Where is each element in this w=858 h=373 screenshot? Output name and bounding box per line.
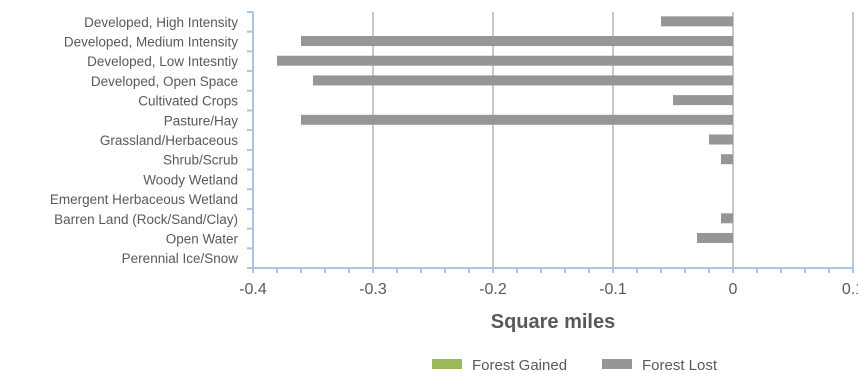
- bar-forest-lost: [709, 134, 733, 145]
- bar-forest-lost: [721, 213, 733, 224]
- category-labels: Developed, High Intensity Developed, Medi…: [50, 15, 239, 266]
- bars: [277, 16, 733, 243]
- bar-forest-lost: [697, 232, 733, 243]
- bar-forest-lost: [661, 16, 733, 27]
- x-axis: [252, 267, 854, 273]
- bar-forest-lost: [313, 75, 733, 86]
- x-axis-title: Square miles: [491, 311, 616, 333]
- y-axis: [247, 11, 254, 269]
- category-label: Perennial Ice/Snow: [122, 251, 239, 266]
- category-label: Grassland/Herbaceous: [100, 133, 238, 148]
- category-label: Pasture/Hay: [164, 113, 239, 128]
- bar-forest-lost: [301, 36, 733, 47]
- tick-labels: -0.4 -0.3 -0.2 -0.1 0 0.1: [239, 281, 858, 298]
- x-tick-label: 0: [729, 281, 738, 298]
- category-label: Woody Wetland: [143, 172, 238, 187]
- legend-label: Forest Gained: [472, 357, 567, 373]
- category-label: Cultivated Crops: [138, 94, 238, 109]
- category-label: Developed, Low Intesntiy: [87, 54, 238, 69]
- category-label: Developed, Open Space: [91, 74, 238, 89]
- x-tick-label: 0.1: [842, 281, 858, 298]
- legend-swatch: [602, 359, 632, 369]
- bar-forest-lost: [673, 95, 733, 106]
- category-label: Emergent Herbaceous Wetland: [50, 192, 238, 207]
- category-label: Developed, Medium Intensity: [64, 35, 238, 50]
- bar-forest-lost: [721, 154, 733, 165]
- x-tick-label: -0.2: [479, 281, 507, 298]
- x-tick-label: -0.3: [359, 281, 387, 298]
- category-label: Barren Land (Rock/Sand/Clay): [54, 212, 238, 227]
- bar-forest-lost: [277, 55, 733, 66]
- category-label: Developed, High Intensity: [84, 15, 238, 30]
- legend: Forest Gained Forest Lost: [432, 357, 718, 373]
- legend-label: Forest Lost: [642, 357, 718, 373]
- category-label: Open Water: [166, 231, 239, 246]
- gridlines: [372, 12, 854, 268]
- x-tick-label: -0.4: [239, 281, 267, 298]
- legend-swatch: [432, 359, 462, 369]
- category-label: Shrub/Scrub: [163, 153, 238, 168]
- x-tick-label: -0.1: [599, 281, 627, 298]
- bar-forest-lost: [301, 114, 733, 125]
